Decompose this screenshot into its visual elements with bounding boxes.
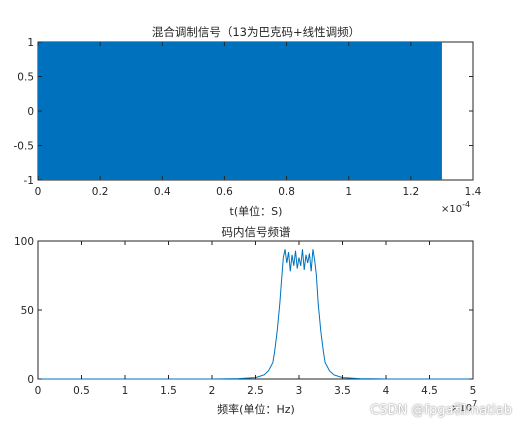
signal-x-tick-label: 0.4 [154, 186, 171, 198]
signal-x-tick-label: 0.2 [92, 186, 109, 198]
signal-y-tick-label: 0 [27, 106, 34, 118]
spectrum-series-line [38, 249, 473, 380]
spectrum-y-tick-label: 100 [14, 236, 34, 248]
spectrum-x-axis-label: 频率(单位：Hz) [217, 402, 295, 416]
signal-plot: 0 0.2 0.4 0.6 0.8 1 1.2 1.4 -1 -0.5 0 0.5 1 混合调制信号（… [14, 25, 482, 218]
spectrum-plot-area [37, 240, 474, 380]
spectrum-x-tick-label: 3.5 [334, 385, 351, 397]
signal-x-tick-label: 0.8 [278, 186, 295, 198]
signal-y-tick-label: -0.5 [14, 141, 35, 153]
spectrum-x-exponent: ×107 [451, 399, 477, 414]
spectrum-x-ticks: 0 0.5 1 1.5 2 2.5 3 3.5 4 4.5 5 [35, 241, 477, 397]
spectrum-x-tick-label: 2.5 [247, 385, 264, 397]
signal-x-exponent: ×10-4 [441, 200, 470, 215]
signal-x-tick-label: 0 [35, 186, 42, 198]
spectrum-x-tick-label: 3 [296, 385, 303, 397]
spectrum-x-tick-label: 0 [35, 385, 42, 397]
spectrum-y-tick-label: 0 [27, 374, 34, 386]
spectrum-x-tick-label: 0.5 [73, 385, 90, 397]
signal-y-tick-label: 0.5 [17, 72, 34, 84]
signal-x-tick-label: 1.4 [465, 186, 482, 198]
signal-x-axis-label: t(单位：S) [230, 204, 283, 218]
signal-plot-title: 混合调制信号（13为巴克码+线性调频） [152, 25, 360, 39]
signal-x-exponent-base: ×10 [441, 204, 462, 215]
spectrum-x-tick-label: 2 [209, 385, 216, 397]
signal-x-exponent-power: -4 [462, 200, 470, 209]
spectrum-y-tick-label: 50 [21, 305, 34, 317]
spectrum-x-tick-label: 1.5 [160, 385, 177, 397]
signal-x-tick-label: 1.2 [403, 186, 420, 198]
signal-x-ticks: 0 0.2 0.4 0.6 0.8 1 1.2 1.4 [35, 42, 482, 198]
signal-waveform [38, 42, 442, 180]
signal-y-tick-label: 1 [27, 37, 34, 49]
spectrum-x-tick-label: 4 [383, 385, 390, 397]
spectrum-x-tick-label: 1 [122, 385, 129, 397]
spectrum-plot: 0 0.5 1 1.5 2 2.5 3 3.5 4 4.5 5 0 50 100 码内信号频谱 频率(单… [14, 225, 477, 416]
signal-x-tick-label: 1 [345, 186, 352, 198]
spectrum-plot-title: 码内信号频谱 [222, 225, 291, 239]
watermark-text: CSDN @fpga和matlab [370, 403, 512, 418]
signal-y-tick-label: -1 [24, 175, 34, 187]
spectrum-x-exponent-power: 7 [472, 399, 477, 408]
spectrum-x-tick-label: 5 [470, 385, 477, 397]
spectrum-x-exponent-base: ×10 [451, 403, 472, 414]
signal-x-tick-label: 0.6 [216, 186, 233, 198]
signal-y-ticks: -1 -0.5 0 0.5 1 [14, 37, 473, 187]
spectrum-x-tick-label: 4.5 [421, 385, 438, 397]
spectrum-y-ticks: 0 50 100 [14, 236, 473, 386]
